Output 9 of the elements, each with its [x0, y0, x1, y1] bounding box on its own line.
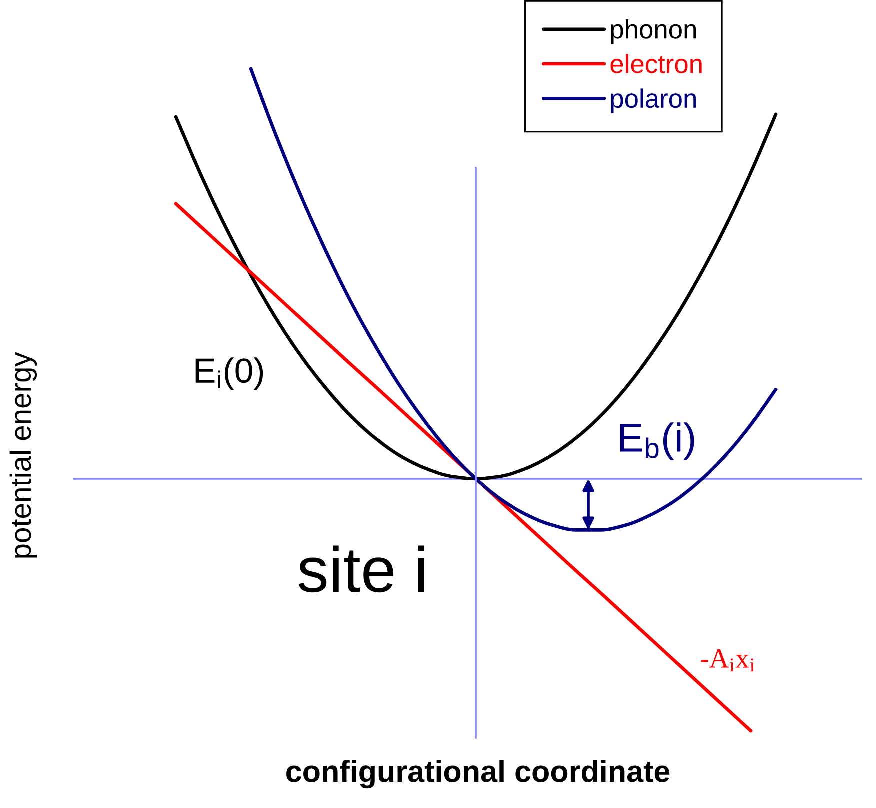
x-axis-title: configurational coordinate	[286, 760, 670, 789]
legend-label: polaron	[611, 88, 696, 114]
y-axis-title: potential energy	[10, 352, 37, 558]
legend-label: phonon	[611, 19, 696, 44]
legend-label: electron	[610, 54, 702, 74]
annotation: E$_{i}$(0)	[196, 358, 264, 390]
annotation: E$_{b}$(i)	[620, 422, 694, 460]
annotation: site i	[298, 546, 424, 593]
annotation: -A$_{i}$x$_{i}$	[701, 649, 755, 672]
